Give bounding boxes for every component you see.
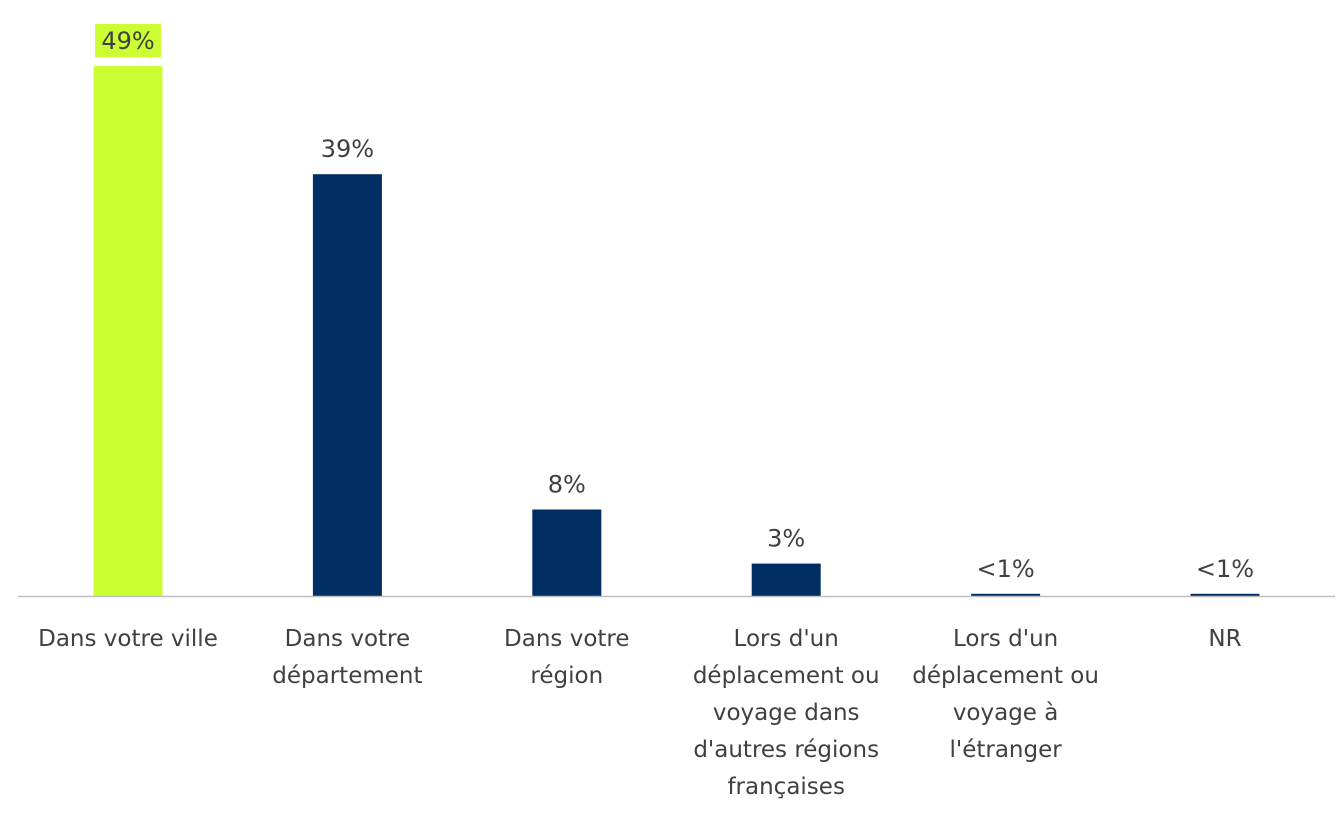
- category-label-6: NR: [1208, 626, 1241, 652]
- value-label-6: <1%: [1196, 555, 1254, 583]
- category-label-2: Dans votre département: [272, 626, 422, 689]
- category-label-1: Dans votre ville: [38, 626, 218, 652]
- value-label-1: 49%: [101, 27, 154, 55]
- value-label-5: <1%: [977, 555, 1035, 583]
- bar-2: [312, 174, 382, 596]
- category-label-5: Lors d'un déplacement ou voyage à l'étrange…: [912, 626, 1099, 763]
- category-label-3: Dans votre région: [504, 626, 629, 689]
- value-label-highlight-1: [95, 24, 161, 57]
- bars-layer: [93, 66, 1260, 596]
- category-label-4: Lors d'un déplacement ou voyage dans d'autr…: [693, 626, 880, 800]
- value-label-2: 39%: [321, 135, 374, 163]
- category-labels-layer: Dans votre ville Dans votre département Dan…: [38, 626, 1241, 800]
- bar-3: [532, 509, 602, 596]
- value-labels-layer: 49% 39% 8% 3% <1% <1%: [95, 24, 1254, 583]
- bar-1: [93, 66, 163, 596]
- bar-5: [971, 593, 1041, 596]
- bar-4: [751, 563, 821, 596]
- value-label-3: 8%: [548, 471, 586, 499]
- bar-6: [1190, 593, 1260, 596]
- value-label-4: 3%: [767, 525, 805, 553]
